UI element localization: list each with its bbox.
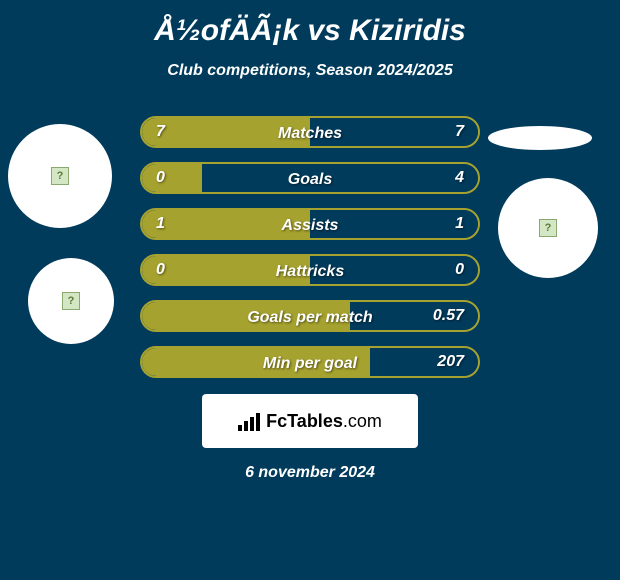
stat-right-bar: 207 <box>370 348 478 376</box>
stat-right-bar: 4 <box>202 164 478 192</box>
subtitle: Club competitions, Season 2024/2025 <box>0 62 620 80</box>
stat-left-value: 1 <box>156 215 165 233</box>
stat-left-bar: 0 <box>142 164 202 192</box>
stat-left-bar: 0 <box>142 256 310 284</box>
player-avatar-placeholder <box>498 178 598 278</box>
logo-brand: FcTables <box>266 411 343 431</box>
stat-right-bar: 1 <box>310 210 478 238</box>
stat-left-bar <box>142 348 370 376</box>
stats-list: 77Matches04Goals11Assists00Hattricks0.57… <box>140 116 480 378</box>
stat-right-bar: 7 <box>310 118 478 146</box>
fctables-logo: FcTables.com <box>202 394 418 448</box>
broken-image-icon <box>539 219 557 237</box>
stat-right-value: 0 <box>455 261 464 279</box>
stat-row: 00Hattricks <box>140 254 480 286</box>
stat-row: 207Min per goal <box>140 346 480 378</box>
stat-right-bar: 0.57 <box>350 302 478 330</box>
stat-right-bar: 0 <box>310 256 478 284</box>
stat-left-value: 0 <box>156 261 165 279</box>
broken-image-icon <box>62 292 80 310</box>
stat-left-bar: 7 <box>142 118 310 146</box>
stat-right-value: 7 <box>455 123 464 141</box>
footer-date: 6 november 2024 <box>0 464 620 482</box>
stat-right-value: 0.57 <box>433 307 464 325</box>
stat-right-value: 1 <box>455 215 464 233</box>
logo-ext: .com <box>343 411 382 431</box>
ellipse-decoration <box>488 126 592 150</box>
stat-row: 04Goals <box>140 162 480 194</box>
logo-bars-icon <box>238 411 260 431</box>
comparison-card: Å½ofÄÃ¡k vs Kiziridis Club competitions,… <box>0 0 620 482</box>
player-avatar-placeholder <box>28 258 114 344</box>
player-avatar-placeholder <box>8 124 112 228</box>
stat-left-value: 7 <box>156 123 165 141</box>
page-title: Å½ofÄÃ¡k vs Kiziridis <box>0 14 620 48</box>
stat-left-bar <box>142 302 350 330</box>
stat-left-value: 0 <box>156 169 165 187</box>
stat-right-value: 4 <box>455 169 464 187</box>
stat-left-bar: 1 <box>142 210 310 238</box>
logo-text: FcTables.com <box>266 411 382 432</box>
stat-row: 0.57Goals per match <box>140 300 480 332</box>
broken-image-icon <box>51 167 69 185</box>
stat-right-value: 207 <box>437 353 464 371</box>
stat-row: 77Matches <box>140 116 480 148</box>
stat-row: 11Assists <box>140 208 480 240</box>
